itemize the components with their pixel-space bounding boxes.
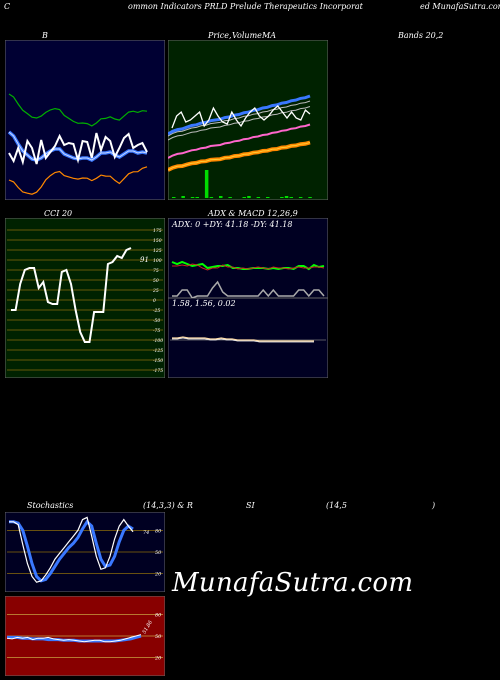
volume-bars [172, 170, 312, 198]
cci-tick-label: 100 [153, 258, 162, 264]
volume-bar [172, 197, 176, 198]
bb-upper-band [8, 93, 148, 127]
header-right: ed MunafaSutra.com [420, 2, 500, 11]
stoch-d-line [9, 519, 134, 583]
price-ma-chart [168, 40, 328, 200]
bb-title: B [42, 31, 48, 40]
cci-tick-label: -100 [153, 338, 163, 344]
ma-line-blue [168, 94, 311, 136]
volume-bar [247, 196, 251, 198]
volume-bar [181, 196, 185, 198]
volume-bar [190, 197, 195, 198]
cci-tick-label: 50 [153, 278, 159, 284]
bb-lower-band [8, 166, 148, 195]
cci-title: CCI 20 [44, 209, 73, 218]
rsi-tick-label: 80 [155, 612, 162, 618]
stoch-tick-label: 80 [155, 528, 162, 534]
cci-tick-label: 150 [153, 238, 162, 244]
volume-bar [204, 170, 209, 198]
cci-line [11, 247, 132, 343]
stoch-tick-label: 20 [154, 572, 162, 578]
adx-minus-di-line [172, 263, 325, 271]
cci-value-label: 91 [140, 256, 149, 264]
volume-bar [298, 197, 303, 198]
cci-tick-label: -125 [153, 348, 163, 354]
volume-bar [284, 196, 289, 198]
volume-bar [219, 196, 223, 198]
cci-tick-label: -50 [153, 318, 160, 324]
stoch-title-2: (14,3,3) & R [143, 501, 193, 510]
adx-values-label: ADX: 0 +DY: 41.18 -DY: 41.18 [171, 220, 292, 229]
cci-background [5, 218, 165, 378]
volume-bar [280, 197, 284, 198]
rsi-line [6, 634, 142, 643]
bollinger-background [5, 40, 165, 200]
rsi-tick-label: 50 [155, 634, 162, 640]
volume-bar [228, 197, 232, 198]
cci-tick-label: 175 [153, 228, 162, 234]
bands-title: Bands 20,2 [398, 31, 444, 40]
stoch-k-line [9, 516, 134, 583]
cci-tick-label: 25 [152, 288, 159, 294]
header-center: ommon Indicators PRLD Prelude Therapeuti… [128, 2, 363, 11]
macd-signal-line [172, 337, 314, 343]
rsi-title-3: ) [432, 501, 436, 510]
bollinger-chart [5, 40, 165, 200]
cci-tick-label: 0 [153, 298, 156, 304]
price-title: Price, [208, 31, 232, 40]
stochastics-chart: 80 50 20 74 [5, 512, 165, 592]
cci-tick-label: -75 [153, 328, 160, 334]
volume-title: Volume [232, 31, 262, 40]
ma-line-mid [168, 123, 311, 159]
cci-tick-label: -150 [153, 358, 163, 364]
price-line [171, 105, 311, 129]
rsi-title-2: (14,5 [326, 501, 347, 510]
cci-tick-label: -175 [153, 368, 163, 374]
stoch-title: Stochastics [27, 501, 74, 510]
macd-line [172, 336, 314, 342]
stoch-grid: 80 50 20 [7, 528, 163, 578]
rsi-tick-label: 20 [154, 656, 162, 662]
macd-values-label: 1.58, 1.56, 0.02 [172, 299, 236, 308]
stoch-tick-label: 50 [155, 550, 162, 556]
macd-chart: 1.58, 1.56, 0.02 [168, 298, 328, 378]
header-left: C [4, 2, 11, 11]
cci-tick-label: 125 [153, 248, 162, 254]
ma-line-long-highlight [168, 142, 311, 171]
volume-bar [308, 197, 312, 198]
cci-grid: 175 150 125 100 75 50 25 0 -25 -50 -75 -100 -125 -150… [7, 228, 163, 374]
cci-tick-label: 75 [153, 268, 159, 274]
volume-bar [266, 197, 270, 198]
brand-watermark: MunafaSutra.com [172, 568, 414, 598]
adx-title: ADX & MACD 12,26,9 [208, 209, 298, 218]
volume-bar [289, 197, 293, 198]
ma-title: MA [262, 31, 276, 40]
ma-line-short-2 [168, 100, 311, 137]
adx-background [168, 218, 328, 298]
price-background [168, 40, 328, 200]
rsi-title: SI [246, 501, 255, 510]
volume-bar [195, 197, 199, 198]
bb-price-line [8, 132, 148, 166]
adx-chart: ADX: 0 +DY: 41.18 -DY: 41.18 [168, 218, 328, 298]
stoch-value-label: 74 [143, 530, 149, 536]
cci-tick-label: -25 [153, 308, 160, 314]
cci-chart: 175 150 125 100 75 50 25 0 -25 -50 -75 -100 -125 -150… [5, 218, 165, 378]
volume-bar [242, 197, 246, 198]
volume-bar [209, 197, 214, 198]
volume-bar [256, 197, 261, 198]
adx-line [172, 280, 325, 298]
